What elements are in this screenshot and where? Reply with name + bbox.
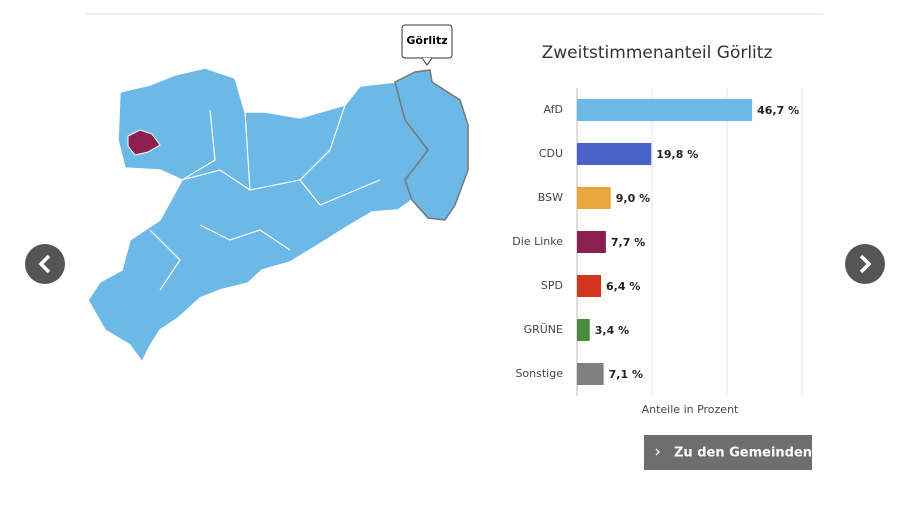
state	[87, 67, 469, 364]
button-label[interactable]: Zu den Gemeinden	[674, 446, 812, 461]
bar	[577, 231, 606, 253]
value-label: 7,1 %	[609, 368, 643, 381]
y-tick-label: BSW	[538, 191, 563, 204]
button[interactable]: Zu den Gemeinden	[644, 435, 812, 470]
tooltip-text: Görlitz	[406, 34, 447, 47]
button-icon	[655, 448, 660, 456]
value-label: 3,4 %	[595, 324, 629, 337]
y-tick-label: SPD	[541, 279, 563, 292]
prev-button[interactable]	[25, 244, 65, 284]
bar	[577, 99, 753, 121]
district-goerlitz[interactable]	[394, 69, 469, 221]
y-tick-label: Die Linke	[512, 235, 563, 248]
value-label: 7,7 %	[611, 236, 645, 249]
value-label: 6,4 %	[606, 280, 640, 293]
district-borders	[149, 104, 381, 291]
x-axis-label: Anteile in Prozent	[642, 403, 739, 416]
map	[87, 67, 469, 364]
value-label: 9,0 %	[616, 192, 650, 205]
bar	[577, 363, 604, 385]
value-label: 46,7 %	[757, 104, 799, 117]
y-tick-label: AfD	[544, 103, 563, 116]
next-button[interactable]	[845, 244, 885, 284]
bar	[577, 275, 601, 297]
chart-title: Zweitstimmenanteil Görlitz	[542, 43, 773, 63]
y-tick-label: CDU	[539, 147, 563, 160]
y-tick-label: GRÜNE	[524, 323, 563, 336]
value-label: 19,8 %	[656, 148, 698, 161]
prev-icon	[38, 254, 51, 274]
bar	[577, 319, 590, 341]
y-tick-label: Sonstige	[515, 367, 563, 380]
tooltip: Görlitz	[401, 24, 453, 66]
nav-next[interactable]	[845, 244, 885, 284]
bar	[577, 143, 652, 165]
next-icon	[859, 254, 872, 274]
button-bg[interactable]	[644, 435, 812, 470]
tooltip-pointer	[421, 57, 433, 66]
bar	[577, 187, 611, 209]
district-selected	[127, 129, 161, 156]
nav-prev[interactable]	[25, 244, 65, 284]
